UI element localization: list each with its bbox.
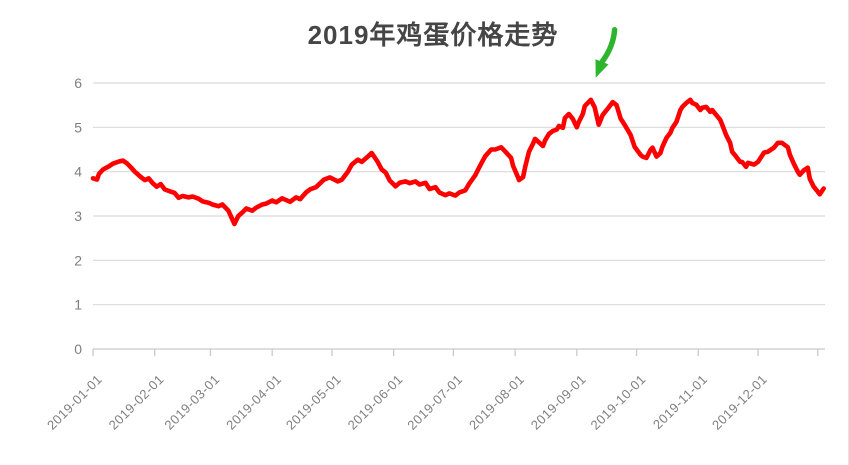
- x-tick-label: 2019-11-01: [650, 372, 710, 432]
- x-tick-label: 2019-08-01: [466, 372, 527, 433]
- egg-price-line: [90, 97, 827, 227]
- x-tick-label: 2019-02-01: [106, 372, 167, 433]
- price-line-group: [90, 97, 827, 227]
- x-tick-label: 2019-05-01: [283, 372, 344, 433]
- y-tick-label: 2: [74, 252, 82, 268]
- axes: [92, 348, 825, 356]
- x-tick-label: 2019-01-01: [44, 372, 105, 433]
- arrow-head-icon: [595, 59, 609, 78]
- annotation-arrow-group: [595, 27, 618, 78]
- x-tick-label: 2019-04-01: [223, 372, 284, 433]
- y-axis-labels: 0 1 2 3 4 5 6: [74, 75, 82, 357]
- x-tick-label: 2019-09-01: [528, 372, 589, 433]
- x-tick-label: 2019-07-01: [404, 372, 465, 433]
- y-tick-label: 4: [74, 164, 82, 180]
- x-tick-label: 2019-12-01: [709, 372, 770, 433]
- arrow-shaft: [599, 27, 618, 65]
- y-tick-label: 1: [74, 297, 82, 313]
- y-tick-label: 3: [74, 208, 82, 224]
- y-tick-label: 6: [74, 75, 82, 91]
- x-tick-label: 2019-06-01: [345, 372, 406, 433]
- y-tick-label: 0: [74, 341, 82, 357]
- chart-title: 2019年鸡蛋价格走势: [308, 20, 559, 50]
- x-tick-label: 2019-10-01: [588, 372, 649, 433]
- x-tick-label: 2019-03-01: [161, 372, 222, 433]
- gridlines: [93, 82, 825, 306]
- y-tick-label: 5: [74, 119, 82, 135]
